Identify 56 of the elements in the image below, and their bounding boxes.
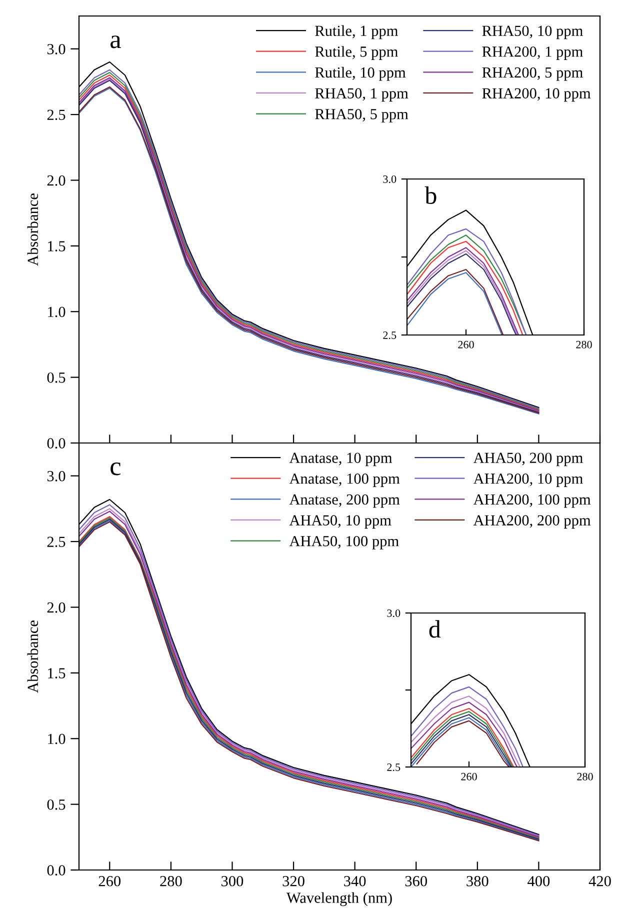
y-axis-title: Absorbance xyxy=(27,194,38,266)
y-tick-label: 1.5 xyxy=(48,668,66,678)
y-tick-label: 2.5 xyxy=(383,331,396,340)
y-tick-label: 1.0 xyxy=(48,306,66,318)
legend-label: AHA200, 100 ppm xyxy=(473,494,591,508)
y-tick-label: 3.0 xyxy=(47,44,66,54)
x-tick-label: 380 xyxy=(466,876,488,886)
y-tick-label: 2.0 xyxy=(47,175,66,186)
y-tick-label: 0.0 xyxy=(47,438,66,449)
y-tick-label: 3.0 xyxy=(47,470,66,482)
x-tick-label: 340 xyxy=(344,876,366,886)
y-tick-label: 1.0 xyxy=(48,734,66,744)
x-tick-label: 320 xyxy=(282,876,304,886)
x-tick-label: 260 xyxy=(98,876,121,886)
legend-label: RHA50, 5 ppm xyxy=(315,108,408,122)
y-tick-label: 2.5 xyxy=(47,110,66,120)
legend-label: Anatase, 10 ppm xyxy=(289,452,392,466)
legend-label: RHA200, 1 ppm xyxy=(482,46,583,60)
y-tick-label: 2.5 xyxy=(47,536,66,548)
y-tick-label: 0.0 xyxy=(47,865,66,876)
x-tick-label: 300 xyxy=(222,876,244,886)
legend-label: RHA50, 10 ppm xyxy=(482,26,583,40)
legend-label: Rutile, 10 ppm xyxy=(315,66,406,81)
legend-label: AHA50, 10 ppm xyxy=(289,515,392,529)
legend-label: Anatase, 200 ppm xyxy=(289,494,400,508)
x-tick-label: 360 xyxy=(405,876,427,886)
y-tick-label: 0.5 xyxy=(47,799,66,810)
x-tick-label: 280 xyxy=(577,772,593,780)
y-tick-label: 0.5 xyxy=(47,372,66,383)
legend-label: RHA200, 5 ppm xyxy=(482,67,583,81)
annotation: c xyxy=(110,462,121,476)
x-tick-label: 260 xyxy=(461,772,477,780)
y-tick-label: 3.0 xyxy=(387,609,400,618)
annotation: d xyxy=(429,620,441,638)
x-tick-label: 280 xyxy=(576,340,592,348)
x-tick-label: 280 xyxy=(160,876,182,886)
legend-label: Anatase, 100 ppm xyxy=(289,474,400,487)
legend-label: RHA50, 1 ppm xyxy=(315,88,408,102)
y-tick-label: 1.5 xyxy=(48,241,66,252)
legend-label: AHA200, 10 ppm xyxy=(473,474,583,487)
legend-label: Rutile, 1 ppm xyxy=(315,25,398,40)
y-tick-label: 2.5 xyxy=(387,763,400,772)
y-tick-label: 2.0 xyxy=(47,602,66,613)
x-tick-label: 260 xyxy=(458,340,474,348)
y-axis-title: Absorbance xyxy=(27,620,38,693)
y-tick-label: 3.0 xyxy=(383,175,396,184)
x-axis-title: Wavelength (nm) xyxy=(286,892,392,906)
x-tick-label: 400 xyxy=(528,876,550,886)
annotation: b xyxy=(424,186,436,204)
legend-label: AHA50, 100 ppm xyxy=(289,536,399,550)
legend-label: AHA200, 200 ppm xyxy=(473,515,591,529)
legend-label: Rutile, 5 ppm xyxy=(315,46,398,60)
x-tick-label: 420 xyxy=(588,876,611,886)
legend-label: RHA200, 10 ppm xyxy=(482,88,591,102)
annotation: a xyxy=(110,36,121,48)
legend-label: AHA50, 200 ppm xyxy=(473,452,583,466)
